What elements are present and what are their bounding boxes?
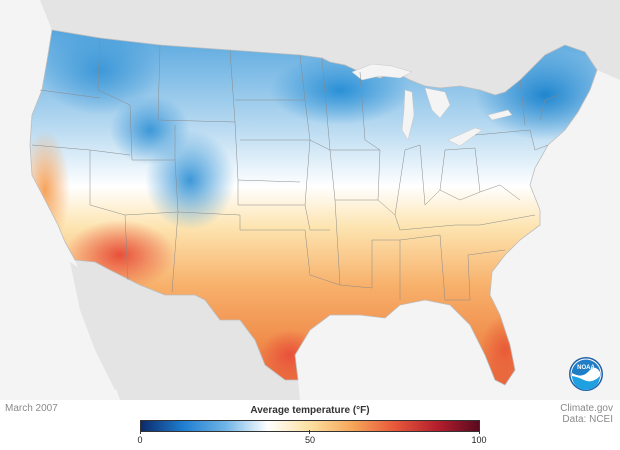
legend-mid-label: 50	[304, 435, 316, 445]
legend-color-bar	[140, 420, 480, 432]
credit-data-source: Data: NCEI	[562, 414, 613, 425]
lake-erie	[447, 127, 483, 147]
lake-ontario	[487, 109, 513, 121]
lake-huron	[424, 87, 451, 119]
legend-tick-100	[479, 430, 480, 434]
lake-superior	[351, 63, 413, 81]
noaa-logo-text: NOAA	[577, 365, 595, 371]
canada-land	[0, 0, 620, 95]
lake-michigan	[401, 89, 415, 141]
legend-tick-50	[309, 430, 310, 434]
legend-title: Average temperature (°F)	[250, 405, 370, 416]
map-date: March 2007	[5, 403, 58, 414]
map-area: NOAA	[0, 0, 620, 400]
legend-max-label: 100	[471, 435, 487, 445]
legend-tick-0	[140, 430, 141, 434]
legend-min-label: 0	[137, 435, 143, 445]
noaa-logo: NOAA	[569, 357, 603, 391]
state-borders	[31, 37, 561, 301]
map-footer: March 2007 Average temperature (°F) 0 50…	[0, 400, 620, 450]
map-credits: Climate.gov Data: NCEI	[560, 403, 613, 425]
credit-climate-gov: Climate.gov	[560, 403, 613, 414]
mexico-land	[75, 260, 300, 400]
baja-land	[70, 262, 125, 390]
temperature-map: NOAA	[0, 0, 620, 400]
